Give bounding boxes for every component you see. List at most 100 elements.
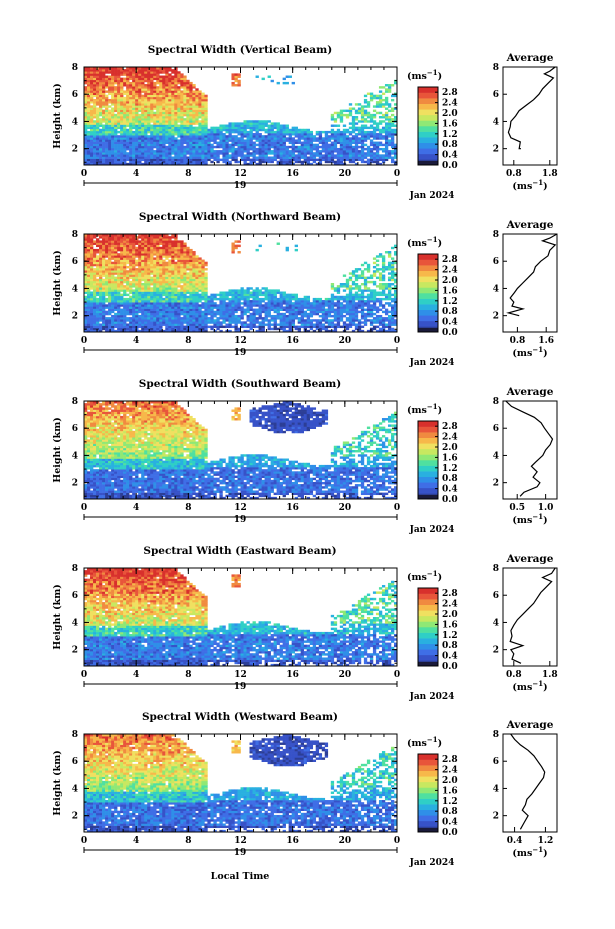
heatmap-cell — [147, 145, 151, 149]
heatmap-cell — [99, 139, 103, 142]
heatmap-cell — [174, 236, 178, 239]
heatmap-cell — [99, 325, 103, 329]
heatmap-cell — [132, 291, 136, 294]
heatmap-cell — [138, 295, 142, 299]
heatmap-cell — [141, 98, 145, 102]
heatmap-cell — [87, 103, 91, 106]
heatmap-cell — [150, 141, 154, 144]
heatmap-cell — [183, 304, 187, 307]
heatmap-cell — [300, 128, 304, 132]
heatmap-cell — [90, 317, 94, 320]
heatmap-cell — [117, 276, 121, 280]
heatmap-cell — [84, 238, 88, 241]
heatmap-cell — [147, 263, 151, 267]
heatmap-cell — [159, 291, 163, 294]
heatmap-cell — [168, 137, 172, 140]
heatmap-cell — [378, 120, 383, 123]
heatmap-cell — [246, 162, 250, 166]
heatmap-cell — [369, 120, 374, 123]
heatmap-cell — [261, 124, 265, 127]
heatmap-cell — [393, 147, 398, 151]
heatmap-cell — [243, 122, 247, 125]
heatmap-cell — [243, 156, 247, 159]
heatmap-cell — [252, 154, 256, 157]
heatmap-cell — [198, 308, 202, 311]
heatmap-cell — [129, 122, 133, 125]
heatmap-cell — [177, 259, 181, 262]
heatmap-cell — [132, 246, 136, 250]
heatmap-cell — [264, 145, 268, 149]
heatmap-cell — [141, 71, 145, 74]
heatmap-cell — [120, 160, 124, 164]
heatmap-cell — [186, 297, 190, 301]
heatmap-cell — [174, 272, 178, 275]
heatmap-cell — [315, 154, 320, 157]
heatmap-cell — [336, 137, 341, 140]
heatmap-cell — [225, 152, 229, 155]
heatmap-cell — [171, 261, 175, 265]
heatmap-cell — [99, 295, 103, 299]
heatmap-cell — [144, 280, 148, 284]
heatmap-cell — [174, 308, 178, 311]
heatmap-cell — [138, 122, 142, 125]
heatmap-cell — [150, 236, 154, 239]
heatmap-cell — [117, 285, 121, 288]
heatmap-cell — [186, 122, 190, 125]
heatmap-cell — [162, 75, 166, 78]
heatmap-cell — [159, 67, 163, 70]
heatmap-cell — [357, 126, 362, 130]
heatmap-cell — [90, 92, 94, 95]
heatmap-cell — [312, 160, 317, 164]
heatmap-cell — [135, 297, 139, 301]
heatmap-cell — [84, 145, 88, 149]
heatmap-cell — [174, 77, 178, 81]
heatmap-cell — [210, 297, 214, 301]
heatmap-cell — [150, 321, 154, 324]
heatmap-cell — [237, 133, 241, 136]
heatmap-cell — [165, 150, 169, 153]
heatmap-cell — [195, 314, 199, 318]
heatmap-cell — [99, 120, 103, 123]
heatmap-cell — [87, 323, 91, 326]
heatmap-cell — [168, 323, 172, 326]
heatmap-cell — [213, 329, 217, 333]
heatmap-cell — [330, 116, 335, 119]
heatmap-cell — [189, 141, 193, 144]
heatmap-cell — [138, 300, 142, 303]
heatmap-cell — [144, 86, 148, 89]
heatmap-cell — [90, 306, 94, 309]
heatmap-cell — [120, 139, 124, 142]
heatmap-cell — [189, 96, 193, 100]
heatmap-cell — [102, 92, 106, 95]
heatmap-cell — [333, 124, 338, 127]
heatmap-cell — [159, 323, 163, 326]
heatmap-cell — [345, 156, 350, 159]
heatmap-cell — [252, 122, 256, 125]
heatmap-cell — [183, 128, 187, 132]
heatmap-cell — [141, 75, 145, 78]
heatmap-cell — [207, 295, 211, 299]
heatmap-cell — [123, 238, 127, 241]
heatmap-cell — [144, 329, 148, 333]
heatmap-cell — [123, 240, 127, 243]
heatmap-cell — [183, 141, 187, 144]
heatmap-cell — [393, 81, 398, 85]
heatmap-cell — [291, 150, 295, 153]
heatmap-cell — [150, 308, 154, 311]
heatmap-cell — [231, 143, 235, 147]
heatmap-cell — [297, 135, 301, 138]
heatmap-cell — [213, 314, 217, 318]
heatmap-cell — [153, 236, 157, 239]
heatmap-cell — [195, 276, 199, 280]
heatmap-cell — [96, 96, 100, 100]
heatmap-cell — [165, 79, 169, 83]
heatmap-cell — [138, 79, 142, 83]
heatmap-cell — [216, 137, 220, 140]
heatmap-cell — [186, 283, 190, 286]
heatmap-cell — [105, 152, 109, 155]
heatmap-cell — [159, 255, 163, 258]
heatmap-cell — [117, 126, 121, 130]
heatmap-cell — [315, 147, 320, 151]
heatmap-cell — [177, 289, 181, 292]
